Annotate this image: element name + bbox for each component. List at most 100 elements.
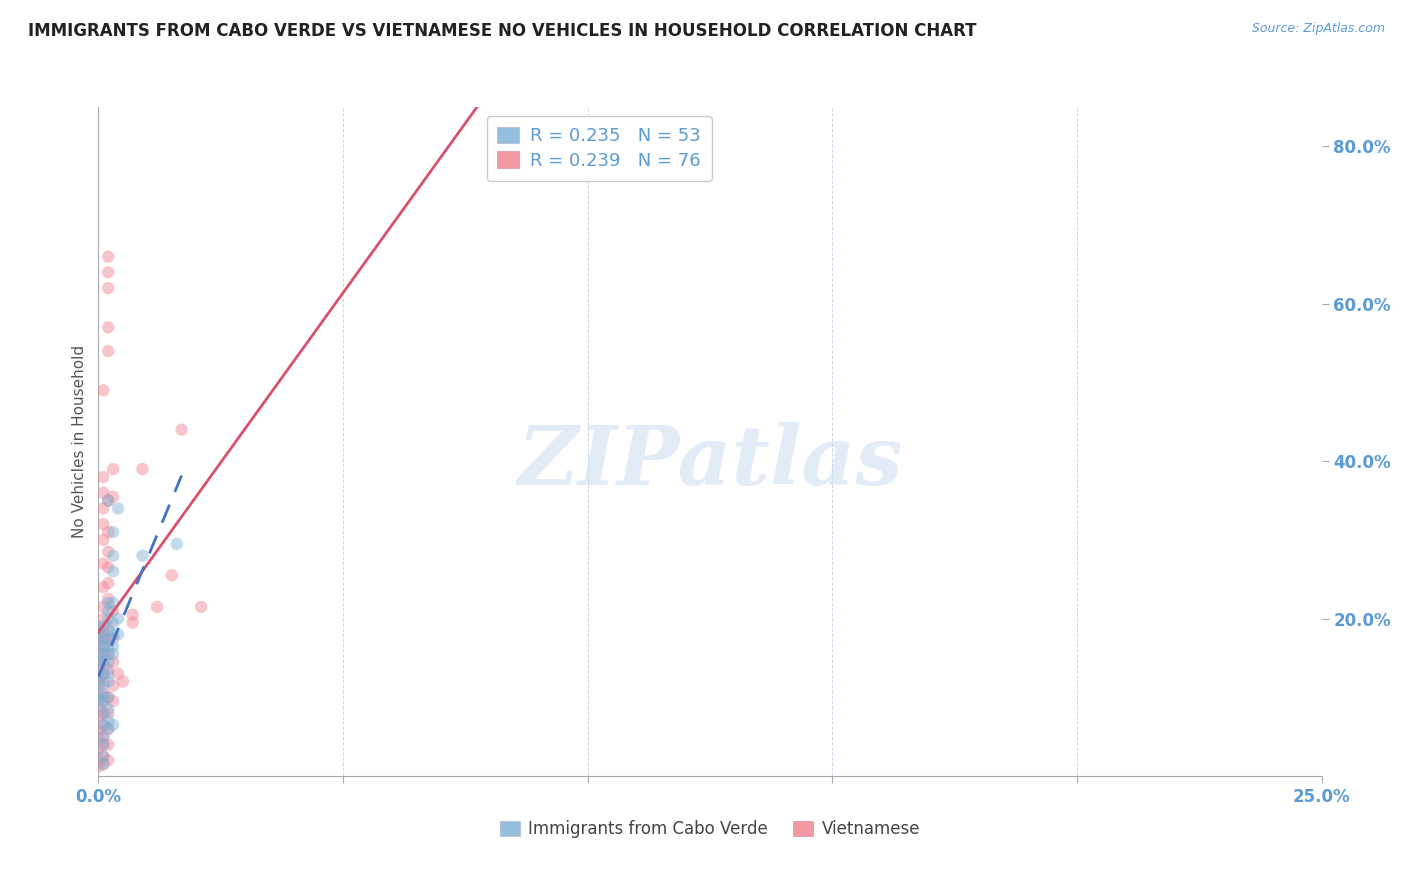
Point — [91, 749, 114, 764]
Point — [87, 686, 110, 700]
Point — [87, 753, 110, 767]
Point — [97, 722, 120, 736]
Point — [87, 759, 110, 773]
Point — [97, 281, 120, 295]
Point — [91, 517, 114, 532]
Point — [87, 647, 110, 661]
Point — [101, 718, 124, 732]
Point — [101, 627, 124, 641]
Point — [97, 753, 120, 767]
Point — [101, 604, 124, 618]
Point — [91, 647, 114, 661]
Point — [97, 663, 120, 677]
Point — [91, 757, 114, 772]
Text: Source: ZipAtlas.com: Source: ZipAtlas.com — [1251, 22, 1385, 36]
Point — [101, 679, 124, 693]
Point — [91, 706, 114, 720]
Point — [101, 565, 124, 579]
Point — [91, 757, 114, 772]
Point — [101, 694, 124, 708]
Point — [91, 501, 114, 516]
Point — [91, 639, 114, 653]
Point — [91, 624, 114, 638]
Point — [87, 632, 110, 646]
Point — [101, 462, 124, 476]
Point — [87, 679, 110, 693]
Point — [91, 647, 114, 661]
Point — [91, 674, 114, 689]
Point — [97, 576, 120, 591]
Point — [107, 666, 129, 681]
Point — [101, 596, 124, 610]
Point — [97, 655, 120, 669]
Point — [97, 706, 120, 720]
Point — [91, 632, 114, 646]
Point — [97, 591, 120, 606]
Point — [97, 545, 120, 559]
Point — [101, 655, 124, 669]
Point — [91, 470, 114, 484]
Point — [97, 690, 120, 705]
Point — [87, 658, 110, 673]
Text: ZIPatlas: ZIPatlas — [517, 422, 903, 501]
Point — [91, 706, 114, 720]
Point — [170, 423, 193, 437]
Point — [97, 647, 120, 661]
Point — [160, 568, 183, 582]
Point — [91, 686, 114, 700]
Text: IMMIGRANTS FROM CABO VERDE VS VIETNAMESE NO VEHICLES IN HOUSEHOLD CORRELATION CH: IMMIGRANTS FROM CABO VERDE VS VIETNAMESE… — [28, 22, 977, 40]
Point — [111, 674, 134, 689]
Point — [87, 651, 110, 665]
Point — [97, 604, 120, 618]
Point — [121, 615, 143, 630]
Legend: Immigrants from Cabo Verde, Vietnamese: Immigrants from Cabo Verde, Vietnamese — [494, 814, 927, 845]
Point — [91, 730, 114, 744]
Point — [91, 694, 114, 708]
Point — [97, 674, 120, 689]
Point — [97, 690, 120, 705]
Point — [101, 639, 124, 653]
Point — [87, 655, 110, 669]
Y-axis label: No Vehicles in Household: No Vehicles in Household — [72, 345, 87, 538]
Point — [91, 612, 114, 626]
Point — [97, 250, 120, 264]
Point — [97, 702, 120, 716]
Point — [91, 666, 114, 681]
Point — [87, 639, 110, 653]
Point — [91, 679, 114, 693]
Point — [146, 599, 169, 614]
Point — [97, 738, 120, 752]
Point — [87, 741, 110, 756]
Point — [107, 501, 129, 516]
Point — [97, 639, 120, 653]
Point — [87, 635, 110, 649]
Point — [131, 549, 153, 563]
Point — [91, 384, 114, 398]
Point — [91, 690, 114, 705]
Point — [91, 655, 114, 669]
Point — [91, 632, 114, 646]
Point — [91, 557, 114, 571]
Point — [91, 639, 114, 653]
Point — [91, 718, 114, 732]
Point — [97, 493, 120, 508]
Point — [97, 320, 120, 334]
Point — [97, 632, 120, 646]
Point — [87, 624, 110, 638]
Point — [97, 612, 120, 626]
Point — [121, 607, 143, 622]
Point — [131, 462, 153, 476]
Point — [97, 524, 120, 539]
Point — [97, 624, 120, 638]
Point — [97, 265, 120, 279]
Point — [91, 730, 114, 744]
Point — [101, 632, 124, 646]
Point — [166, 537, 188, 551]
Point — [97, 632, 120, 646]
Point — [101, 490, 124, 504]
Point — [97, 619, 120, 633]
Point — [190, 599, 212, 614]
Point — [97, 344, 120, 359]
Point — [87, 731, 110, 746]
Point — [97, 722, 120, 736]
